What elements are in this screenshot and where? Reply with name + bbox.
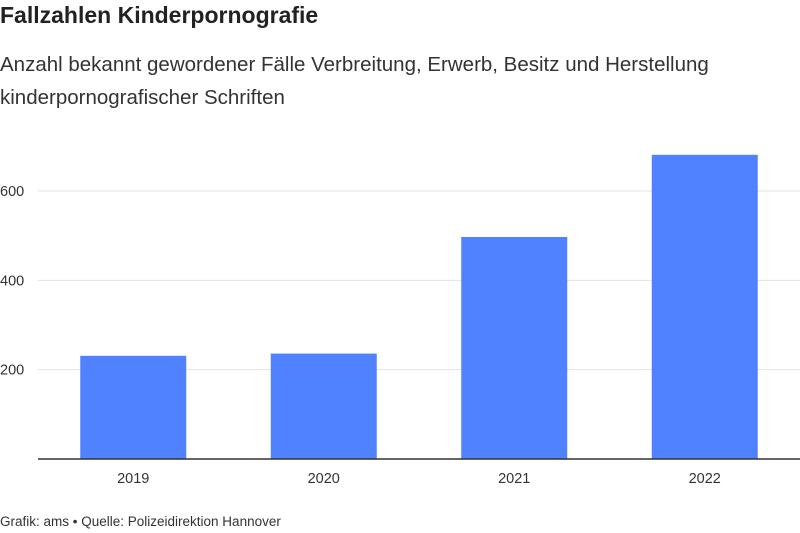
y-tick-label-200: 200 (0, 363, 24, 379)
x-tick-label-2021: 2021 (498, 471, 530, 487)
chart-subtitle: Anzahl bekannt gewordener Fälle Verbreit… (0, 53, 709, 109)
source-footer: Grafik: ams • Quelle: Polizeidirektion H… (0, 514, 281, 529)
bar-2022 (651, 154, 758, 459)
x-tick-label-2019: 2019 (117, 471, 149, 487)
y-tick-label-600: 600 (0, 184, 24, 200)
x-tick-label-2022: 2022 (689, 471, 721, 487)
x-tick-label-2020: 2020 (308, 471, 340, 487)
y-tick-label-400: 400 (0, 273, 24, 289)
bar-2021 (461, 237, 568, 459)
bar-chart: 200 400 600 2019 2020 2021 2022 (0, 154, 800, 487)
chart-title: Fallzahlen Kinderpornografie (0, 2, 319, 28)
bar-2020 (270, 353, 377, 459)
bar-2019 (80, 355, 187, 459)
